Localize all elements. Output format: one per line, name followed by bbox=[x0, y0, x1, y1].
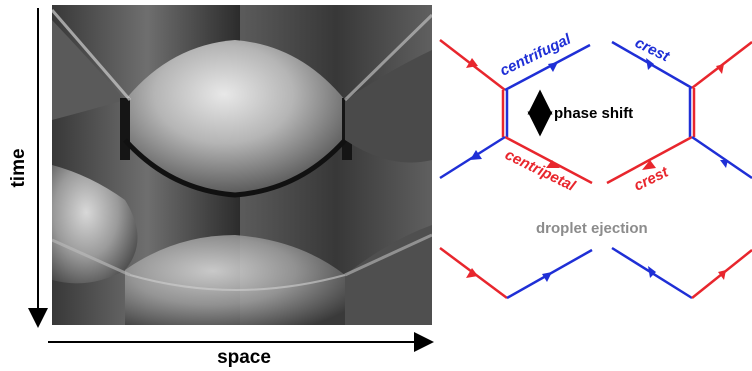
label-centrifugal: centrifugal bbox=[497, 30, 574, 79]
label-phase-shift: phase shift bbox=[554, 105, 633, 122]
label-droplet-ejection: droplet ejection bbox=[536, 220, 648, 237]
blue-arrowhead bbox=[542, 272, 552, 282]
blue-arrowhead bbox=[548, 62, 558, 72]
space-axis-label: space bbox=[217, 347, 271, 368]
red-arrowhead bbox=[642, 160, 656, 170]
blue-line-centrifugal bbox=[504, 43, 591, 92]
red-arrowhead bbox=[466, 58, 478, 68]
time-axis-label: time bbox=[8, 148, 29, 187]
blue-arrowhead bbox=[648, 266, 656, 278]
label-crest-top: crest bbox=[632, 34, 673, 65]
red-arrowhead bbox=[716, 64, 724, 74]
red-arrowhead bbox=[718, 270, 726, 280]
blue-arrowhead bbox=[720, 160, 728, 168]
schematic bbox=[439, 39, 752, 300]
spacetime-image bbox=[52, 5, 432, 325]
blue-arrowhead bbox=[470, 150, 482, 160]
blue-line-bottom-right bbox=[691, 135, 752, 180]
blue-arrowhead bbox=[646, 58, 654, 70]
red-arrowhead bbox=[546, 160, 560, 168]
red-line-crest-bottom bbox=[606, 135, 693, 185]
red-arrowhead bbox=[466, 268, 478, 278]
red-line-centripetal bbox=[504, 135, 593, 185]
